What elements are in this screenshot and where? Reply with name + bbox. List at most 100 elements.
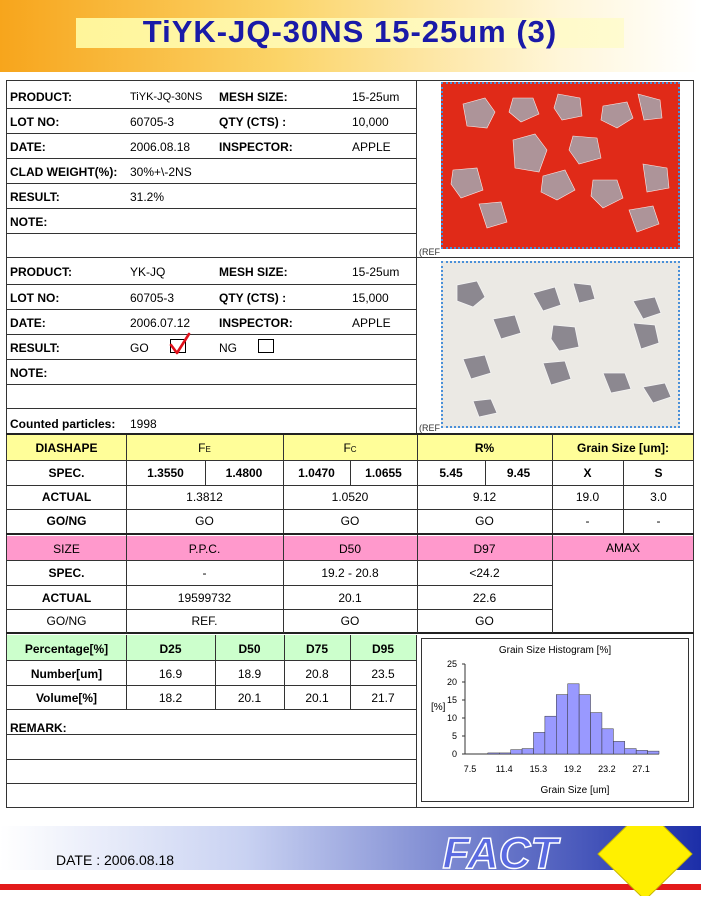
vol-d50: 20.1 <box>237 691 262 705</box>
number-label: Number[um] <box>30 667 103 681</box>
row-line <box>6 133 416 134</box>
s2-ref: (REF <box>419 423 440 433</box>
table-divider <box>6 533 694 535</box>
histogram-bar <box>487 752 500 755</box>
d97-spec: <24.2 <box>469 566 500 580</box>
col-line <box>283 435 284 533</box>
histogram-y-tick-label: 20 <box>447 677 457 687</box>
col-line <box>126 635 127 709</box>
t2-actual-label: ACTUAL <box>41 591 92 605</box>
section-divider <box>6 257 694 258</box>
s2-mesh-label: MESH SIZE: <box>219 265 288 279</box>
h-grain: Grain Size [um]: <box>576 441 669 455</box>
row-line <box>6 759 416 760</box>
r-min: 5.45 <box>439 466 463 480</box>
col-line <box>350 460 351 485</box>
histogram-x-tick-label: 27.1 <box>632 764 650 774</box>
s1-product: TiYK-JQ-30NS <box>130 91 203 103</box>
ppc-actual: 19599732 <box>177 591 232 605</box>
s2-product-label: PRODUCT: <box>10 265 72 279</box>
histogram-y-tick-label: 25 <box>447 659 457 669</box>
fact-logo: FACT <box>443 829 561 878</box>
h-diashape: DIASHAPE <box>35 441 98 455</box>
histogram-ylabel: [%] <box>431 702 446 713</box>
d50-spec: 19.2 - 20.8 <box>321 566 379 580</box>
row-line <box>6 158 416 159</box>
row-line <box>6 509 694 510</box>
s1-qty: 10,000 <box>352 115 389 129</box>
col-line <box>215 635 216 709</box>
title-highlight <box>76 18 624 48</box>
particle-photo-raw <box>441 261 680 428</box>
s1-lot-label: LOT NO: <box>10 115 60 129</box>
fe-gong: GO <box>195 514 214 528</box>
h-ppc: P.P.C. <box>188 542 221 556</box>
col-line <box>417 535 418 633</box>
d97-actual: 22.6 <box>472 591 497 605</box>
row-line <box>6 585 552 586</box>
col-line <box>284 635 285 709</box>
s1-date: 2006.08.18 <box>130 140 191 154</box>
h-r: R% <box>474 441 495 455</box>
table3-header-bg <box>7 635 416 660</box>
h-d50: D50 <box>338 542 361 556</box>
table-divider <box>6 632 694 634</box>
row-line <box>6 734 416 735</box>
photo-column-divider <box>416 80 417 434</box>
h-d95: D95 <box>371 642 394 656</box>
s-header: S <box>654 466 663 480</box>
col-line <box>417 435 418 533</box>
h-fc: FC <box>343 441 357 455</box>
s2-qty: 15,000 <box>352 291 389 305</box>
x-gong: - <box>585 514 590 528</box>
r-max: 9.45 <box>506 466 531 480</box>
row-line <box>6 208 416 209</box>
s2-go-label: GO <box>130 341 149 355</box>
ng-checkbox[interactable] <box>258 339 274 353</box>
table1-header-bg <box>7 435 693 460</box>
histogram-bar <box>510 749 523 755</box>
s1-inspector: APPLE <box>352 140 391 154</box>
row-line <box>6 609 552 610</box>
d97-gong: GO <box>475 614 494 628</box>
s1-note-label: NOTE: <box>10 215 48 229</box>
footer-date: DATE : 2006.08.18 <box>56 852 175 868</box>
s2-inspector: APPLE <box>352 316 391 330</box>
histogram-x-tick-label: 7.5 <box>464 764 477 774</box>
h-d75: D75 <box>305 642 328 656</box>
s2-lot-label: LOT NO: <box>10 291 60 305</box>
s2-note-label: NOTE: <box>10 366 48 380</box>
col-line <box>623 460 624 533</box>
histogram-x-tick-label: 15.3 <box>530 764 548 774</box>
col-line <box>205 460 206 485</box>
fc-actual: 1.0520 <box>331 490 369 504</box>
col-line <box>552 535 553 633</box>
col-line <box>416 635 417 808</box>
s1-lot: 60705-3 <box>130 115 175 129</box>
col-line <box>283 535 284 633</box>
fc-gong: GO <box>340 514 360 528</box>
histogram-bar <box>624 748 637 755</box>
h-d50-pct: D50 <box>238 642 261 656</box>
ppc-spec: - <box>202 566 207 580</box>
col-line <box>126 535 127 633</box>
histogram-bar <box>601 728 614 755</box>
s1-result: 31.2% <box>130 190 165 204</box>
gong-label: GO/NG <box>46 514 87 528</box>
h-d25: D25 <box>159 642 182 656</box>
row-line <box>6 560 694 561</box>
s-gong: - <box>656 514 661 528</box>
d50-actual: 20.1 <box>338 591 362 605</box>
h-size: SIZE <box>53 542 80 556</box>
s2-ng-label: NG <box>219 341 237 355</box>
vol-d75: 20.1 <box>305 691 329 705</box>
s2-date: 2006.07.12 <box>130 316 191 330</box>
row-line <box>6 183 416 184</box>
particle-photo-clad-drawing <box>450 93 670 233</box>
table-divider <box>6 433 694 435</box>
t2-gong-label: GO/NG <box>46 614 87 628</box>
ppc-gong: REF. <box>191 614 218 628</box>
histogram-bar <box>544 715 557 755</box>
row-line <box>6 108 416 109</box>
s2-product: YK-JQ <box>130 265 166 279</box>
